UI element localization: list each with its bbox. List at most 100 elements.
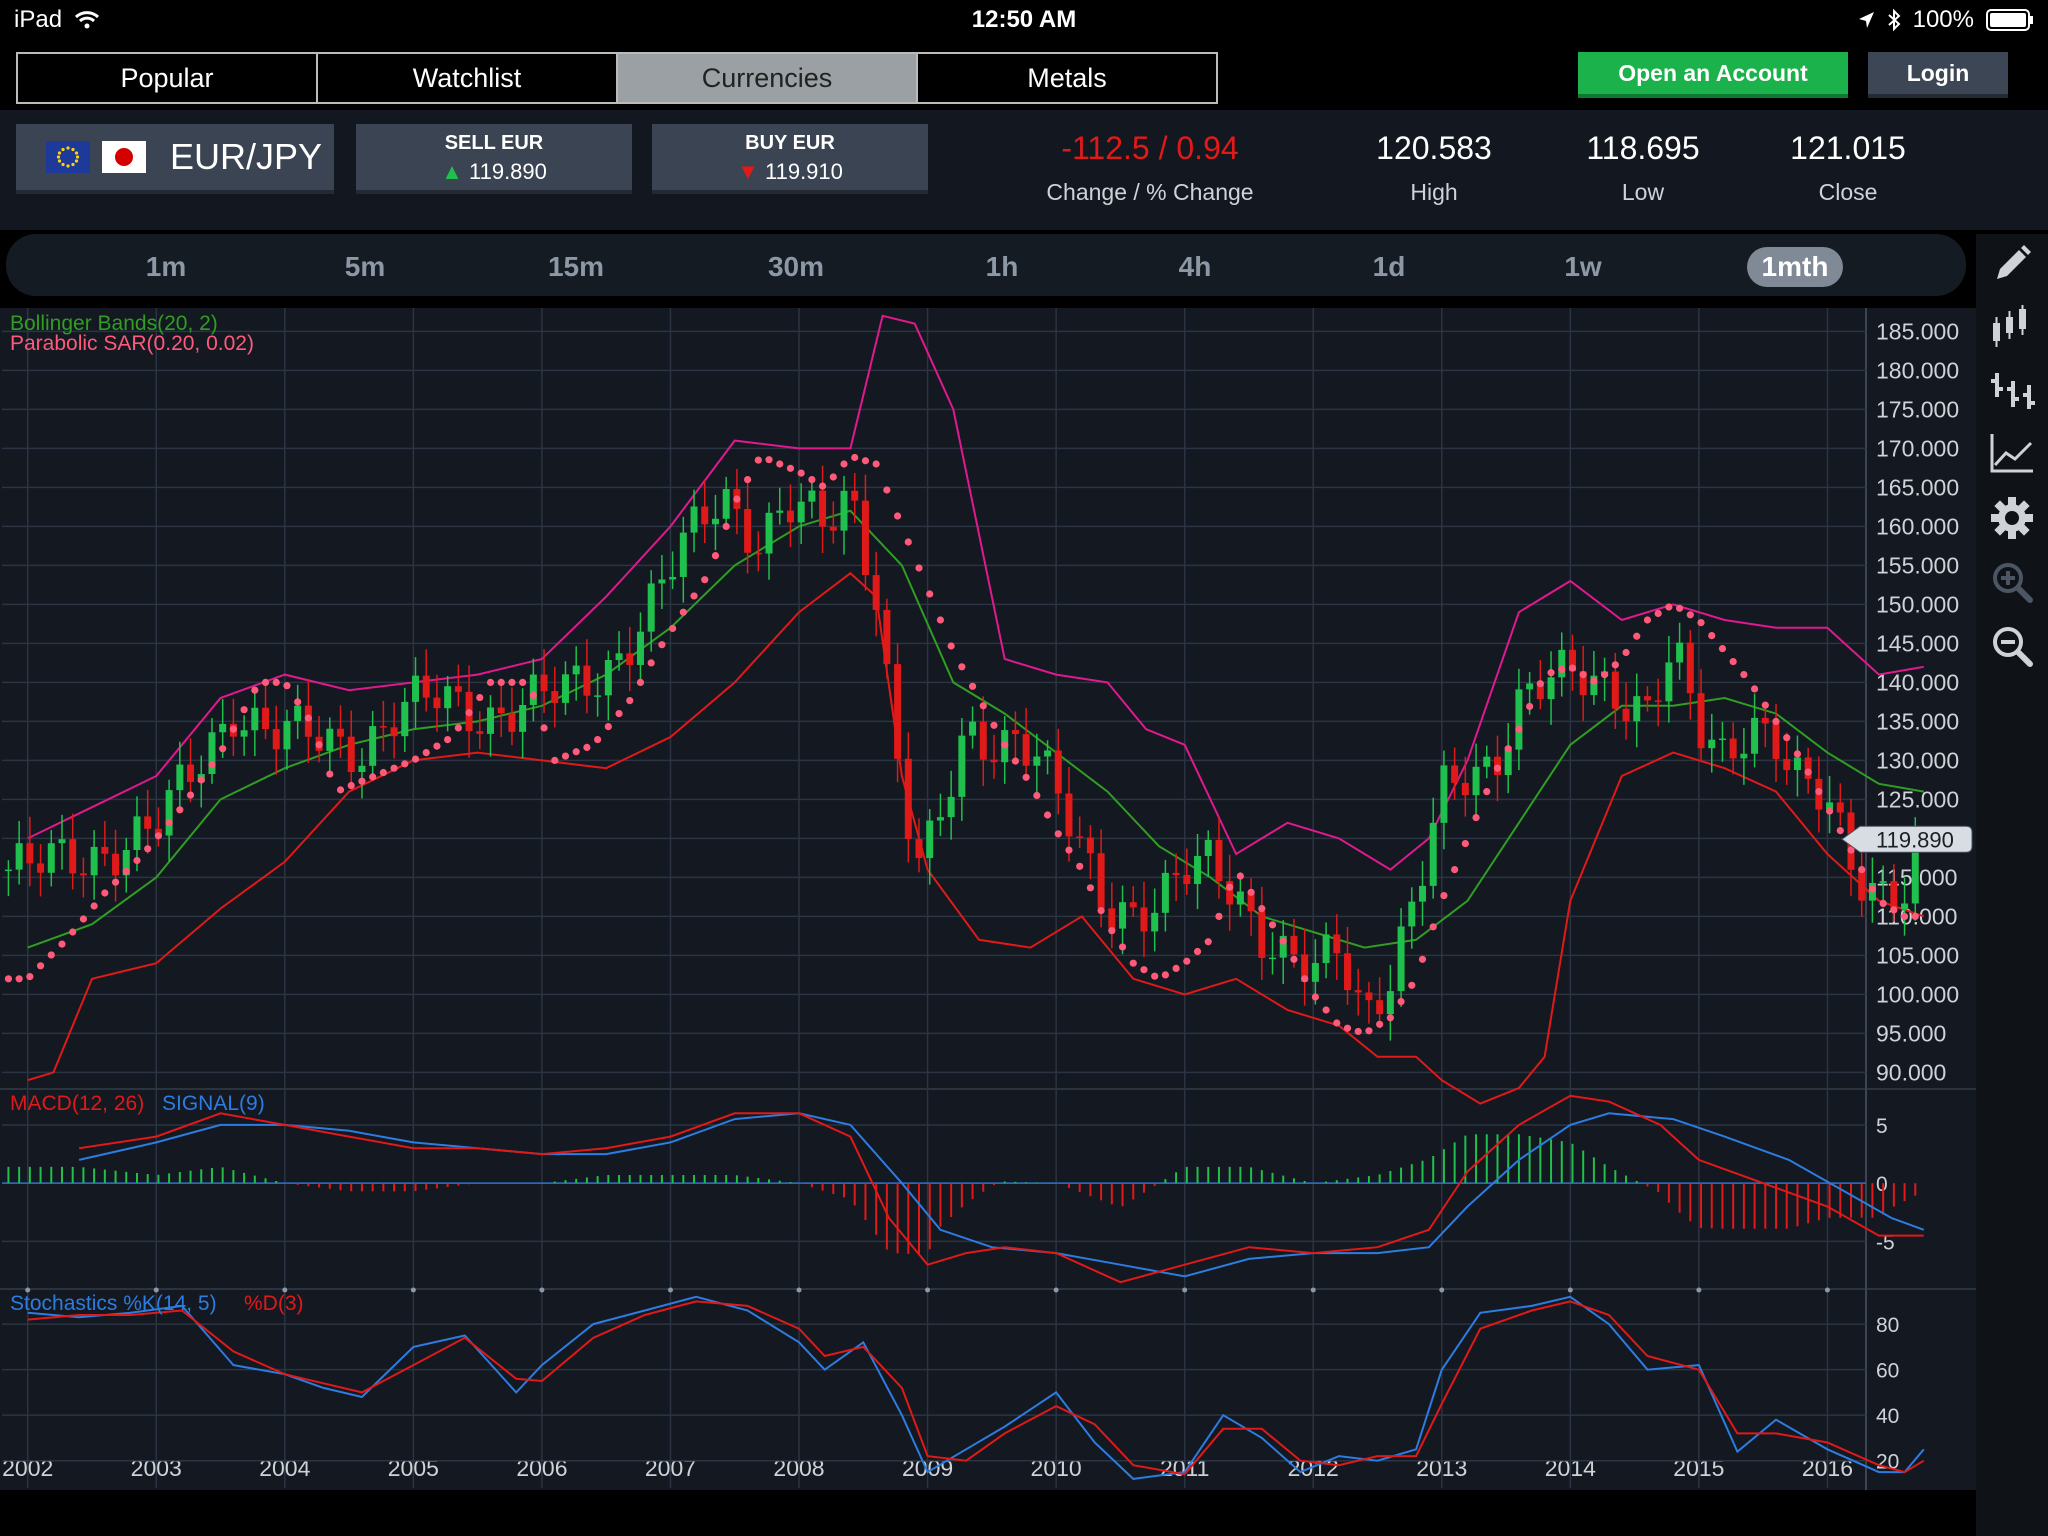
buy-label: BUY EUR	[745, 132, 835, 154]
sar-dot	[1226, 883, 1234, 891]
axis-tick-dot	[539, 1287, 545, 1293]
chart-canvas[interactable]: 2002 2003 2004 2005 2006 2007 2008 2009 2010 2011…	[0, 308, 1976, 1490]
high-value: 120.583	[1376, 130, 1492, 166]
macd-y-tick-label: 5	[1876, 1115, 1888, 1138]
close-stat: 121.015 Close	[1768, 130, 1928, 206]
x-tick-label: 2005	[388, 1455, 439, 1481]
tab-popular[interactable]: Popular	[18, 54, 318, 102]
candle-body	[1697, 693, 1705, 749]
candle-body	[15, 843, 23, 870]
stoch-k-label: Stochastics %K(14, 5)	[10, 1292, 217, 1315]
sar-dot	[79, 915, 88, 923]
candle-body	[979, 721, 987, 760]
sar-dot	[808, 476, 816, 484]
sar-dot	[636, 678, 645, 686]
sar-dot	[1429, 923, 1437, 931]
timeframe-4h[interactable]: 4h	[1178, 251, 1212, 282]
sar-dot	[1676, 604, 1684, 612]
sar-dot	[968, 682, 977, 690]
axis-tick-dot	[1439, 1287, 1445, 1293]
candle-body	[1547, 677, 1555, 700]
candle-body	[1751, 717, 1759, 754]
timeframe-30m[interactable]: 30m	[767, 251, 825, 282]
sar-dot	[861, 457, 870, 465]
draw-tool-button[interactable]	[1976, 234, 2048, 294]
line-type-button[interactable]	[1976, 422, 2048, 486]
sar-dot	[872, 460, 880, 468]
x-tick-label: 2007	[645, 1455, 696, 1481]
candle-body	[819, 490, 827, 527]
sar-dot	[422, 749, 430, 757]
sar-dot	[1611, 661, 1619, 669]
candle-body	[69, 839, 77, 874]
settings-button[interactable]	[1976, 486, 2048, 550]
sell-button[interactable]: SELL EUR ▲ 119.890	[356, 124, 632, 194]
candle-body	[1044, 750, 1052, 757]
tab-currencies[interactable]: Currencies	[618, 54, 918, 102]
candle-body	[1611, 671, 1619, 709]
sar-dot	[647, 659, 655, 667]
sar-dot	[1697, 619, 1705, 627]
timeframe-1mth[interactable]: 1mth	[1747, 247, 1843, 287]
sar-dot	[1365, 1027, 1373, 1035]
sar-dot	[476, 693, 484, 702]
status-time: 12:50 AM	[971, 6, 1077, 33]
sar-dot	[1418, 955, 1427, 963]
wifi-icon	[75, 11, 100, 29]
sar-dot	[1204, 938, 1212, 946]
sar-dot	[551, 756, 559, 764]
sar-dot	[679, 608, 687, 616]
tab-watchlist[interactable]: Watchlist	[318, 54, 618, 102]
sar-dot	[1322, 1006, 1330, 1014]
candle-body	[776, 510, 784, 513]
sar-dot	[90, 902, 98, 910]
sar-dot	[1461, 840, 1469, 848]
bar-type-button[interactable]	[1976, 358, 2048, 422]
login-button[interactable]: Login	[1868, 52, 2008, 98]
x-tick-label: 2002	[2, 1455, 53, 1481]
candle-body	[990, 759, 998, 763]
timeframe-5m[interactable]: 5m	[344, 251, 386, 282]
candlestick-type-button[interactable]	[1976, 294, 2048, 358]
sar-dot	[433, 742, 441, 750]
candle-body	[262, 707, 270, 730]
sar-dot	[336, 786, 345, 794]
candle-body	[1708, 739, 1716, 749]
sar-dot	[540, 724, 548, 732]
zoom-out-icon	[1993, 627, 2033, 667]
timeframe-1h[interactable]: 1h	[985, 251, 1019, 282]
sar-dot	[1033, 791, 1041, 800]
y-tick-label: 175.000	[1876, 396, 1959, 422]
sar-dot	[615, 710, 623, 718]
candle-body	[1119, 902, 1127, 929]
sar-dot	[1515, 725, 1523, 733]
candle-body	[412, 675, 420, 702]
candle-body	[840, 490, 848, 531]
low-label: Low	[1621, 179, 1665, 205]
tab-metals[interactable]: Metals	[918, 54, 1216, 102]
timeframe-1m[interactable]: 1m	[145, 251, 187, 282]
currency-pair-selector[interactable]: EUR/JPY	[16, 124, 334, 194]
sar-dot	[1172, 964, 1180, 973]
candle-body	[583, 665, 591, 696]
sar-dot	[390, 764, 398, 772]
sar-dot	[497, 678, 505, 686]
candle-body	[1290, 935, 1298, 955]
sar-dot	[733, 495, 741, 503]
sar-dot	[786, 464, 795, 472]
axis-tick-dot	[1824, 1287, 1830, 1293]
candle-body	[1236, 891, 1244, 905]
sar-dot	[1483, 788, 1491, 796]
candle-body	[1022, 734, 1030, 766]
timeframe-1d[interactable]: 1d	[1372, 251, 1406, 282]
zoom-in-button[interactable]	[1976, 550, 2048, 614]
timeframe-1w[interactable]: 1w	[1564, 251, 1602, 282]
open-account-button[interactable]: Open an Account	[1578, 52, 1848, 98]
zoom-in-icon	[1993, 563, 2033, 603]
sar-dot	[1793, 750, 1802, 758]
timeframe-15m[interactable]: 15m	[547, 251, 605, 282]
price-chart[interactable]: 2002 2003 2004 2005 2006 2007 2008 2009 2010 2011…	[0, 308, 1976, 1490]
zoom-out-button[interactable]	[1976, 614, 2048, 678]
sar-dot	[1440, 892, 1448, 900]
buy-button[interactable]: BUY EUR ▼ 119.910	[652, 124, 928, 194]
